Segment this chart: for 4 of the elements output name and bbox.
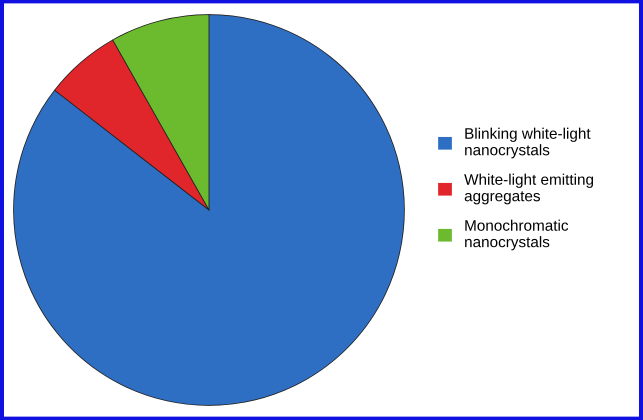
legend-label: Blinking white-light nanocrystals <box>465 128 591 158</box>
pie-slice <box>13 14 405 406</box>
legend-label: Monochromatic nanocrystals <box>465 220 568 250</box>
legend-label: White-light emitting aggregates <box>464 174 594 204</box>
